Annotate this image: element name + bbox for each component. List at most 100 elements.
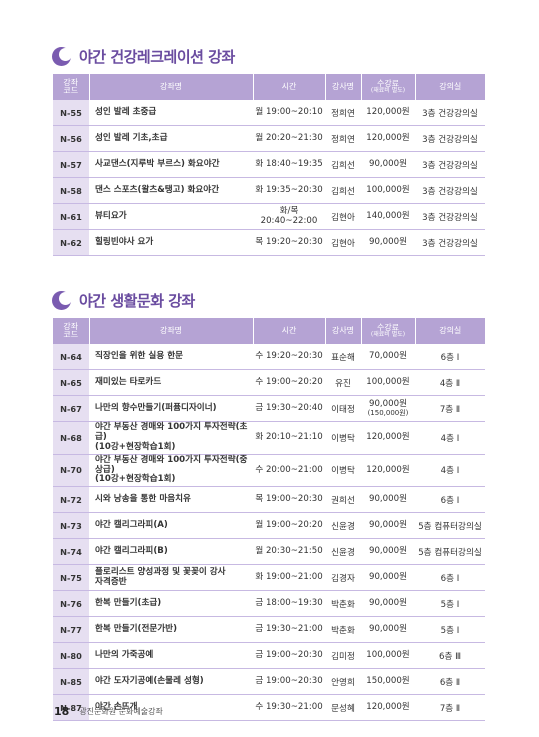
course-room: 3층 건강강의실 xyxy=(415,100,485,126)
course-code: N-65 xyxy=(53,369,89,396)
header-teacher: 강사명 xyxy=(325,318,362,344)
course-fee: 100,000원 xyxy=(361,642,415,670)
course-time: 목 19:00~20:30 xyxy=(253,486,325,514)
course-time: 수 19:00~20:20 xyxy=(253,369,325,396)
course-fee: 90,000원 xyxy=(361,616,415,644)
course-teacher: 문성혜 xyxy=(325,694,361,722)
moon-icon xyxy=(52,291,72,310)
course-time: 금 19:30~20:40 xyxy=(253,395,325,422)
table-row: N-62 힐링빈야사 요가 목 19:20~20:30 김현아 90,000원 3층 건강… xyxy=(53,229,485,256)
table-row: N-80 나만의 가죽공예 금 19:00~20:30 김미정 100,000원 6층 … xyxy=(53,642,485,670)
course-code: N-55 xyxy=(53,100,89,126)
course-room: 4층 Ⅰ xyxy=(415,454,485,488)
course-teacher: 김희선 xyxy=(325,151,361,178)
course-code: N-57 xyxy=(53,151,89,178)
course-code: N-80 xyxy=(53,642,89,670)
course-teacher: 박춘화 xyxy=(325,590,361,618)
course-fee: 70,000원 xyxy=(361,344,415,370)
course-name: 나만의 향수만들기(퍼퓸디자이너) xyxy=(89,395,253,422)
course-time: 화 19:00~21:00 xyxy=(253,564,325,592)
course-name: 야간 부동산 경매와 100가지 투자전략(중상급) (10강+현장학습1회) xyxy=(89,454,253,488)
course-room: 5층 Ⅰ xyxy=(415,590,485,618)
course-name: 플로리스트 양성과정 및 꽃꽂이 강사 자격증반 xyxy=(89,564,253,592)
header-code: 강좌 코드 xyxy=(53,74,90,100)
course-time: 화 19:35~20:30 xyxy=(253,177,325,204)
course-room: 4층 Ⅱ xyxy=(415,369,485,396)
course-name: 시와 낭송을 통한 마음치유 xyxy=(89,486,253,514)
course-room: 5층 Ⅰ xyxy=(415,616,485,644)
header-name: 강좌명 xyxy=(89,74,254,100)
course-name: 야간 도자기공예(손물레 성형) xyxy=(89,668,253,696)
page-number: 18 xyxy=(54,705,70,718)
course-fee: 150,000원 xyxy=(361,668,415,696)
course-name: 한복 만들기(초급) xyxy=(89,590,253,618)
header-fee-note: (재료비 별도) xyxy=(370,331,406,339)
course-name: 야간 캘리그라피(B) xyxy=(89,538,253,566)
course-fee: 120,000원 xyxy=(361,694,415,722)
course-fee: 90,000원 xyxy=(361,564,415,592)
course-room: 3층 건강강의실 xyxy=(415,203,485,230)
course-teacher: 정희연 xyxy=(325,125,361,152)
course-code: N-76 xyxy=(53,590,89,618)
course-room: 3층 건강강의실 xyxy=(415,125,485,152)
course-name: 사교댄스(지루박 부르스) 화요야간 xyxy=(89,151,253,178)
header-teacher: 강사명 xyxy=(325,74,362,100)
course-fee-material: (150,000원) xyxy=(367,409,409,418)
course-time: 목 19:20~20:30 xyxy=(253,229,325,256)
course-time: 금 18:00~19:30 xyxy=(253,590,325,618)
course-time: 월 19:00~20:10 xyxy=(253,100,325,126)
course-room: 3층 건강강의실 xyxy=(415,229,485,256)
table-row: N-77 한복 만들기(전문가반) 금 19:30~21:00 박춘화 90,000원 5… xyxy=(53,616,485,644)
header-name: 강좌명 xyxy=(89,318,254,344)
header-code: 강좌 코드 xyxy=(53,318,90,344)
course-fee: 90,000원 (150,000원) xyxy=(361,395,415,422)
table-header-row: 강좌 코드 강좌명 시간 강사명 수강료 (재료비 별도) 강의실 xyxy=(53,74,485,100)
course-name: 야간 캘리그라피(A) xyxy=(89,512,253,540)
course-time: 수 19:30~21:00 xyxy=(253,694,325,722)
course-code: N-72 xyxy=(53,486,89,514)
table-row: N-67 나만의 향수만들기(퍼퓸디자이너) 금 19:30~20:40 이태정 90,… xyxy=(53,395,485,422)
header-time: 시간 xyxy=(253,318,326,344)
course-time: 화/목 20:40~22:00 xyxy=(253,203,325,230)
table-row: N-61 뷰티요가 화/목 20:40~22:00 김현아 140,000원 3층 건강강… xyxy=(53,203,485,230)
course-room: 6층 Ⅰ xyxy=(415,564,485,592)
course-table-culture: 강좌 코드 강좌명 시간 강사명 수강료 (재료비 별도) 강의실 N-64 직장인을 위한 실용… xyxy=(53,318,485,722)
course-room: 6층 Ⅰ xyxy=(415,486,485,514)
course-code: N-64 xyxy=(53,344,89,370)
footer-label: 광진문화원 문화예술강좌 xyxy=(79,707,163,716)
course-fee: 100,000원 xyxy=(361,369,415,396)
page-footer: 18 광진문화원 문화예술강좌 xyxy=(54,705,163,718)
course-name: 한복 만들기(전문가반) xyxy=(89,616,253,644)
table-row: N-68 야간 부동산 경매와 100가지 투자전략(초급) (10강+현장학습1회… xyxy=(53,421,485,455)
course-time: 월 19:00~20:20 xyxy=(253,512,325,540)
course-time: 금 19:30~21:00 xyxy=(253,616,325,644)
course-code: N-87 xyxy=(53,694,89,722)
course-time: 월 20:30~21:50 xyxy=(253,538,325,566)
table-row: N-65 재미있는 타로카드 수 19:00~20:20 유진 100,000원 4층 Ⅱ xyxy=(53,369,485,396)
course-name: 야간 손뜨개 xyxy=(89,694,253,722)
course-room: 6층 Ⅱ xyxy=(415,668,485,696)
table-row: N-72 시와 낭송을 통한 마음치유 목 19:00~20:30 권희선 90,000… xyxy=(53,486,485,514)
table-row: N-87 야간 손뜨개 수 19:30~21:00 문성혜 120,000원 7층 Ⅱ xyxy=(53,694,485,722)
course-teacher: 유진 xyxy=(325,369,361,396)
course-room: 5층 컴퓨터강의실 xyxy=(415,538,485,566)
table-row: N-73 야간 캘리그라피(A) 월 19:00~20:20 신윤경 90,000원 5층… xyxy=(53,512,485,540)
course-teacher: 정희연 xyxy=(325,100,361,126)
course-name: 힐링빈야사 요가 xyxy=(89,229,253,256)
course-name: 야간 부동산 경매와 100가지 투자전략(초급) (10강+현장학습1회) xyxy=(89,421,253,455)
course-time: 화 18:40~19:35 xyxy=(253,151,325,178)
course-code: N-68 xyxy=(53,421,89,455)
course-time: 금 19:00~20:30 xyxy=(253,642,325,670)
section-title-health: 야간 건강레크레이션 강좌 xyxy=(52,46,235,67)
course-code: N-75 xyxy=(53,564,89,592)
course-teacher: 표순해 xyxy=(325,344,361,370)
course-name: 나만의 가죽공예 xyxy=(89,642,253,670)
course-code: N-74 xyxy=(53,538,89,566)
course-fee: 90,000원 xyxy=(361,590,415,618)
course-teacher: 김현아 xyxy=(325,229,361,256)
course-fee: 120,000원 xyxy=(361,454,415,488)
course-time: 수 19:20~20:30 xyxy=(253,344,325,370)
course-teacher: 김경자 xyxy=(325,564,361,592)
header-room: 강의실 xyxy=(415,318,485,344)
table-row: N-74 야간 캘리그라피(B) 월 20:30~21:50 신윤경 90,000원 5층… xyxy=(53,538,485,566)
